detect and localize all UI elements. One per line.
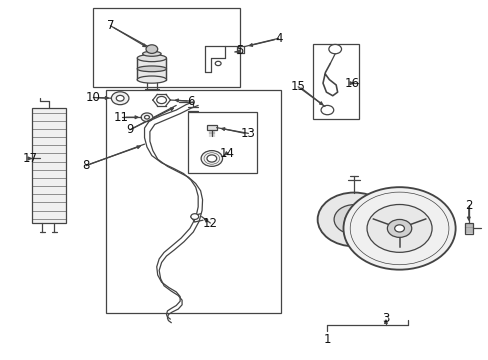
Text: 9: 9 — [126, 123, 133, 136]
Text: 1: 1 — [323, 333, 330, 346]
Circle shape — [201, 150, 222, 166]
Text: 14: 14 — [220, 147, 234, 159]
Circle shape — [333, 204, 373, 234]
Text: 5: 5 — [235, 44, 243, 57]
Ellipse shape — [137, 76, 166, 83]
Circle shape — [190, 214, 198, 220]
Text: 3: 3 — [382, 311, 389, 325]
Text: 6: 6 — [187, 95, 194, 108]
Circle shape — [141, 113, 153, 122]
Bar — [312, 44, 358, 119]
Circle shape — [111, 92, 129, 105]
Text: 10: 10 — [86, 91, 101, 104]
Text: 7: 7 — [106, 19, 114, 32]
Text: 11: 11 — [114, 111, 129, 124]
Text: 15: 15 — [290, 80, 305, 93]
Circle shape — [386, 220, 411, 237]
Bar — [105, 90, 281, 313]
Bar — [188, 112, 256, 173]
Circle shape — [206, 155, 216, 162]
Bar — [93, 8, 239, 87]
Bar — [32, 108, 65, 223]
Text: 2: 2 — [464, 199, 471, 212]
Circle shape — [345, 213, 363, 226]
Circle shape — [343, 187, 455, 270]
Text: 8: 8 — [82, 159, 89, 172]
Circle shape — [328, 44, 341, 54]
Circle shape — [157, 96, 166, 104]
Circle shape — [215, 61, 221, 66]
Bar — [206, 126, 216, 130]
Circle shape — [146, 45, 158, 53]
Ellipse shape — [137, 54, 166, 62]
Circle shape — [321, 105, 333, 115]
Text: 12: 12 — [203, 216, 218, 230]
Bar — [137, 58, 166, 80]
Text: 16: 16 — [344, 77, 359, 90]
Ellipse shape — [137, 66, 166, 72]
Circle shape — [144, 116, 149, 119]
Bar — [464, 223, 472, 234]
Text: 13: 13 — [241, 127, 255, 140]
Text: 17: 17 — [22, 152, 38, 165]
Circle shape — [116, 95, 124, 101]
Circle shape — [366, 204, 431, 252]
Circle shape — [317, 193, 390, 246]
Text: 4: 4 — [274, 32, 282, 45]
Circle shape — [394, 225, 404, 232]
Ellipse shape — [142, 51, 161, 56]
